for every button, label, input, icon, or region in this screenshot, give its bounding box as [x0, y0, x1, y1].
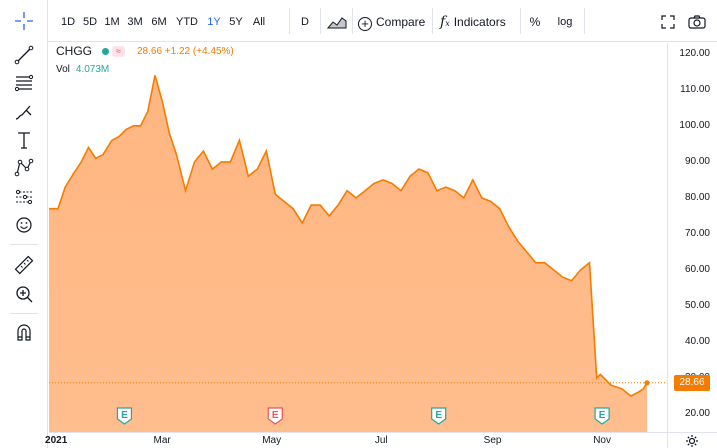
- crosshair-icon[interactable]: [13, 10, 35, 32]
- trend-line-icon[interactable]: [13, 44, 35, 66]
- earnings-marker-reported[interactable]: E: [431, 407, 447, 425]
- pattern-tool-icon[interactable]: [13, 157, 35, 179]
- fullscreen-icon[interactable]: [658, 12, 678, 32]
- fib-retracement-icon[interactable]: [13, 72, 35, 94]
- interval-button-5y[interactable]: 5Y: [229, 16, 243, 28]
- snapshot-camera-icon[interactable]: [686, 12, 708, 32]
- price-line-series: [49, 75, 648, 397]
- legend-price-change: 28.66 +1.22 (+4.45%): [137, 45, 234, 57]
- earnings-marker-label: E: [121, 410, 128, 421]
- interval-button-6m[interactable]: 6M: [151, 16, 167, 28]
- volume-legend: Vol 4.073M: [56, 64, 109, 75]
- toolbar-divider: [289, 8, 290, 34]
- compare-button[interactable]: + Compare: [358, 12, 428, 32]
- chart-settings-corner: [667, 432, 717, 448]
- ruler-icon[interactable]: [13, 254, 35, 276]
- time-scale[interactable]: 2021 Mar May Jul Sep Nov: [45, 432, 667, 448]
- top-toolbar: 1D 5D 1M 3M 6M YTD 1Y 5Y All D + Compare fx Indica…: [0, 0, 717, 42]
- approx-data-badge: ≈: [112, 45, 125, 57]
- compare-label: Compare: [376, 15, 426, 29]
- earnings-marker-label: E: [435, 410, 442, 421]
- price-tick-label: 40.00: [684, 335, 710, 347]
- text-tool-icon[interactable]: [13, 129, 35, 151]
- earnings-marker-label: E: [599, 410, 606, 421]
- interval-button-1d[interactable]: 1D: [60, 16, 76, 28]
- interval-button-1m[interactable]: 1M: [104, 16, 120, 28]
- indicators-label: Indicators: [453, 15, 506, 29]
- time-tick-label: Mar: [153, 435, 171, 446]
- price-tick-label: 20.00: [684, 407, 710, 419]
- emoji-icon[interactable]: [13, 214, 35, 236]
- price-tick-label: 70.00: [684, 227, 710, 239]
- drawing-toolbar: [0, 0, 48, 448]
- indicators-button[interactable]: fx Indicators: [440, 12, 516, 32]
- price-tick-label: 50.00: [684, 299, 710, 311]
- time-tick-label: 2021: [45, 435, 68, 446]
- time-tick-label: Sep: [483, 435, 502, 446]
- price-scale[interactable]: 120.00 110.00 100.00 90.00 80.00 70.00 60.00 50…: [667, 43, 717, 432]
- interval-button-5d[interactable]: 5D: [82, 16, 98, 28]
- function-icon: fx: [440, 14, 450, 30]
- interval-button-3m[interactable]: 3M: [127, 16, 143, 28]
- series-legend: CHGG ≈ 28.66 +1.22 (+4.45%): [56, 43, 234, 59]
- volume-label: Vol: [56, 64, 70, 75]
- percent-scale-button[interactable]: %: [529, 15, 541, 29]
- price-tick-label: 120.00: [679, 47, 710, 59]
- interval-button-1y[interactable]: 1Y: [207, 16, 221, 28]
- zoom-in-icon[interactable]: [13, 283, 35, 305]
- magnet-icon[interactable]: [13, 322, 35, 344]
- brush-icon[interactable]: [13, 101, 35, 123]
- earnings-marker-missed[interactable]: E: [267, 407, 283, 425]
- price-tick-label: 100.00: [679, 119, 710, 131]
- volume-value: 4.073M: [75, 64, 110, 75]
- legend-symbol[interactable]: CHGG: [56, 44, 92, 58]
- time-tick-label: Nov: [593, 435, 611, 446]
- price-tick-label: 60.00: [684, 263, 710, 275]
- price-area-fill: [49, 75, 647, 432]
- resolution-button[interactable]: D: [301, 16, 309, 28]
- log-scale-button[interactable]: log: [557, 16, 573, 28]
- toolbar-divider: [584, 8, 585, 34]
- toolbar-divider: [432, 8, 433, 34]
- price-tick-label: 110.00: [680, 83, 710, 95]
- settings-gear-icon[interactable]: [685, 434, 699, 448]
- add-circle-icon: +: [358, 17, 372, 31]
- earnings-marker-reported[interactable]: E: [116, 407, 133, 425]
- interval-button-ytd[interactable]: YTD: [176, 16, 198, 28]
- prediction-tool-icon[interactable]: [13, 186, 35, 208]
- last-price-label: 28.66: [674, 374, 710, 391]
- time-tick-label: May: [262, 435, 282, 446]
- interval-button-all[interactable]: All: [252, 16, 266, 28]
- last-price-dot: [644, 380, 650, 386]
- earnings-marker-label: E: [272, 410, 279, 421]
- toolbar-divider: [352, 8, 353, 34]
- price-tick-label: 80.00: [684, 191, 710, 203]
- toolbar-divider: [10, 244, 38, 245]
- chart-style-icon[interactable]: [326, 12, 348, 32]
- toolbar-divider: [320, 8, 321, 34]
- market-status-dot: [102, 47, 109, 55]
- price-tick-label: 90.00: [684, 155, 710, 167]
- time-tick-label: Jul: [374, 435, 388, 446]
- toolbar-divider: [10, 313, 38, 314]
- toolbar-divider: [520, 8, 521, 34]
- earnings-marker-reported[interactable]: E: [594, 407, 610, 425]
